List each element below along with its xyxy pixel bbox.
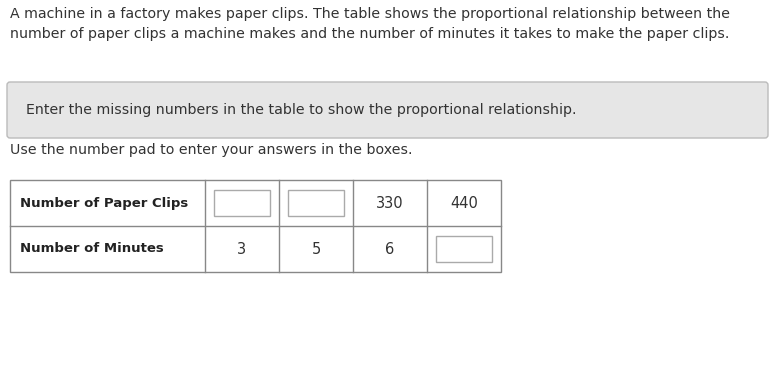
Text: Enter the missing numbers in the table to show the proportional relationship.: Enter the missing numbers in the table t…: [26, 103, 577, 117]
Bar: [288, 190, 344, 216]
Text: 440: 440: [450, 195, 478, 211]
Text: Number of Minutes: Number of Minutes: [20, 243, 164, 255]
Bar: [214, 190, 270, 216]
Text: Use the number pad to enter your answers in the boxes.: Use the number pad to enter your answers…: [10, 143, 413, 157]
Text: 330: 330: [376, 195, 404, 211]
Text: A machine in a factory makes paper clips. The table shows the proportional relat: A machine in a factory makes paper clips…: [10, 7, 730, 41]
Bar: [436, 236, 492, 262]
Text: Number of Paper Clips: Number of Paper Clips: [20, 197, 189, 209]
FancyBboxPatch shape: [7, 82, 768, 138]
Bar: [10, 180, 501, 272]
Text: 5: 5: [311, 241, 320, 257]
Text: 3: 3: [237, 241, 247, 257]
Text: 6: 6: [386, 241, 395, 257]
